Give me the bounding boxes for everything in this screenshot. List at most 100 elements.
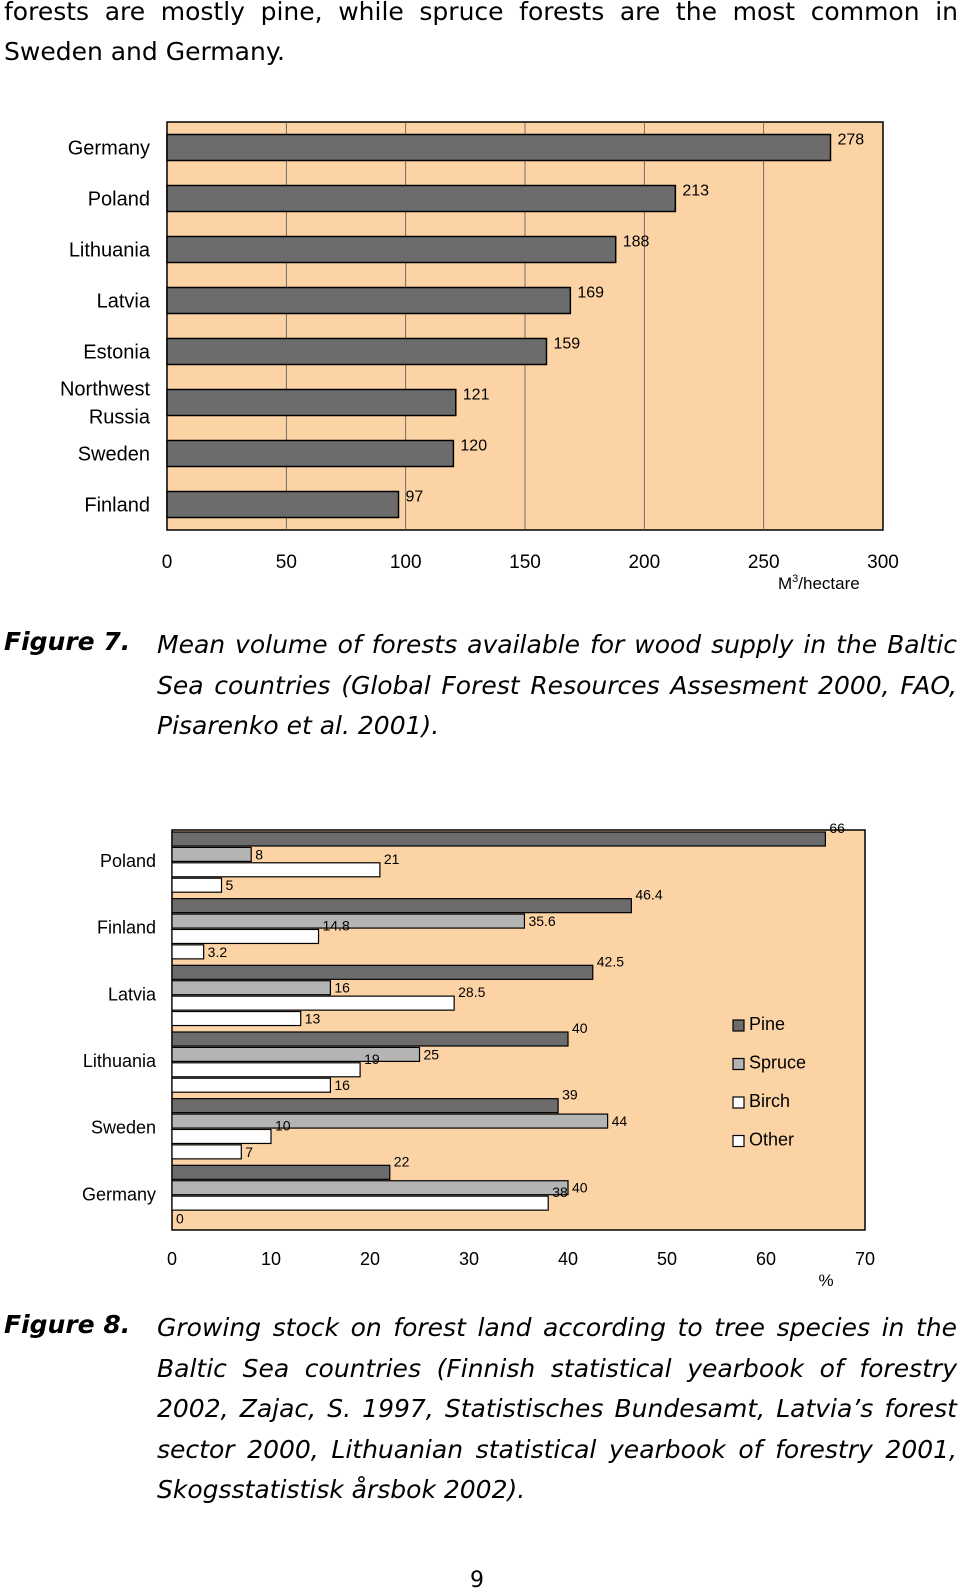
plot-area [171,829,866,1231]
x-axis-label: M3/hectare [778,573,860,593]
bar-value-label: 278 [837,132,864,149]
bar-latvia-pine [171,964,594,980]
category-label-northwest-russia: Northwest Russia [60,379,151,429]
category-label-line: Northwest [60,379,150,401]
x-tick-label: 200 [628,552,660,573]
x-tick-label: 50 [276,552,297,573]
x-tick-label: 0 [162,552,173,573]
x-axis-label: % [818,1271,833,1290]
bar-germany-pine [171,1164,391,1180]
bar-germany [166,133,832,162]
bar-lithuania-spruce [171,1046,421,1062]
bar-value-label: 188 [623,234,650,251]
bar-value-label: 16 [334,1077,350,1093]
x-axis-label-part: /hectare [798,574,859,593]
bar-lithuania [166,235,617,264]
bar-value-label: 66 [829,820,845,836]
bar-value-label: 7 [245,1144,253,1160]
bar-sweden [166,439,455,468]
bar-sweden-pine [171,1098,559,1114]
legend-swatch-pine [732,1019,745,1032]
x-tick-label: 50 [657,1249,677,1269]
bar-value-label: 10 [275,1117,291,1133]
x-tick-label: 60 [756,1249,776,1269]
bar-value-label: 39 [562,1087,578,1103]
bar-finland-pine [171,898,632,914]
category-label-poland: Poland [88,189,150,211]
bar-value-label: 169 [577,285,604,302]
bar-value-label: 14.8 [323,917,350,933]
bar-value-label: 22 [394,1153,410,1169]
category-label-sweden: Sweden [91,1118,156,1138]
legend-swatch-spruce [732,1057,745,1071]
bar-value-label: 21 [384,851,400,867]
bar-value-label: 5 [226,877,234,893]
bar-poland-birch [171,862,381,878]
x-tick-label: 0 [167,1249,177,1269]
x-tick-label: 150 [509,552,541,573]
x-tick-label: 70 [855,1249,875,1269]
legend-label-birch: Birch [749,1091,790,1111]
bar-sweden-birch [171,1128,272,1145]
bar-value-label: 38 [552,1184,568,1200]
category-label-finland: Finland [84,495,150,517]
legend-label-pine: Pine [749,1014,785,1034]
bar-value-label: 28.5 [458,984,485,1000]
category-label-estonia: Estonia [83,342,151,364]
bar-value-label: 13 [305,1011,321,1027]
bar-poland-pine [171,831,827,847]
bar-lithuania-birch [171,1062,361,1078]
bar-latvia-birch [171,995,455,1011]
bar-poland [166,184,677,213]
x-tick-label: 40 [558,1249,578,1269]
bar-finland-birch [171,928,320,945]
x-tick-label: 100 [390,552,422,573]
category-label-lithuania: Lithuania [83,1051,157,1071]
legend-label-other: Other [749,1130,794,1150]
figure7-chart: 0 50 100 150 200 250 300 Germany 278 Poland 213 Lit… [60,121,899,593]
category-label-latvia: Latvia [108,984,157,1004]
bar-sweden-spruce [171,1113,609,1129]
bar-germany-spruce [171,1180,569,1196]
bar-latvia-other [171,1010,302,1027]
bar-finland-other [171,944,205,960]
category-label-finland: Finland [97,918,156,938]
bar-value-label: 159 [553,336,580,353]
category-label-latvia: Latvia [97,291,151,313]
bar-estonia [166,337,548,366]
bar-value-label: 25 [424,1046,440,1062]
bar-value-label: 42.5 [597,953,624,969]
bar-latvia-spruce [171,980,331,996]
legend-label-spruce: Spruce [749,1053,806,1073]
bar-sweden-other [171,1144,242,1160]
category-label-line: Russia [89,407,151,429]
bar-value-label: 44 [612,1113,628,1129]
bar-lithuania-pine [171,1031,569,1047]
bar-poland-other [171,877,223,893]
intro-paragraph: forests are mostly pine, while spruce fo… [4,0,958,66]
bar-value-label: 16 [334,980,350,996]
x-tick-label: 300 [867,552,899,573]
x-tick-label: 10 [261,1249,281,1269]
bar-lithuania-other [171,1077,331,1093]
figure8-caption: Growing stock on forest land according t… [157,1313,957,1504]
bar-value-label: 213 [682,183,709,200]
bar-value-label: 0 [176,1211,184,1227]
bar-value-label: 40 [572,1180,588,1196]
bar-value-label: 46.4 [635,887,662,903]
bar-finland [166,490,400,519]
figure8-label: Figure 8. [4,1310,131,1339]
page-number: 9 [470,1568,484,1593]
bar-value-label: 19 [364,1051,380,1067]
bar-germany-birch [171,1195,549,1211]
x-tick-label: 250 [748,552,780,573]
bar-latvia [166,286,572,315]
bar-value-label: 8 [255,846,263,862]
figure7-label: Figure 7. [4,627,131,656]
category-label-lithuania: Lithuania [69,240,151,262]
bar-value-label: 3.2 [208,944,228,960]
bar-value-label: 40 [572,1020,588,1036]
x-axis-label-part: M [778,574,792,593]
category-label-germany: Germany [68,138,150,160]
